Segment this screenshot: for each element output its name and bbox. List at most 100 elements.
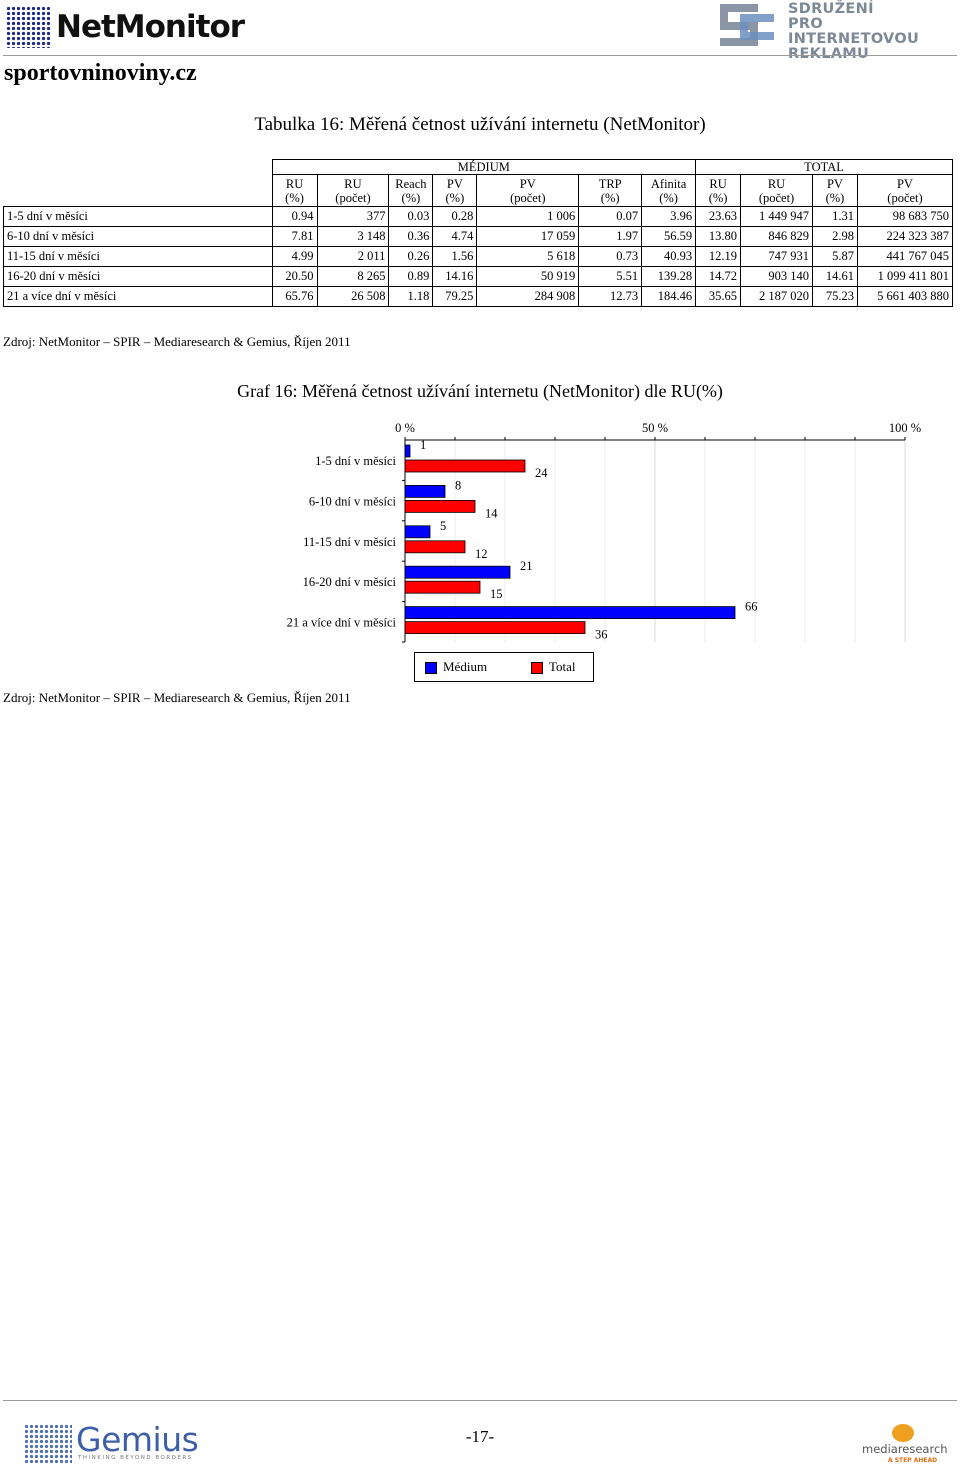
table-cell: 441 767 045 [856,246,954,267]
row-label: 6-10 dní v měsíci [3,226,273,247]
table-cell: 40.93 [641,246,697,267]
bar-total [404,459,526,473]
table-cell: 98 683 750 [856,206,954,227]
table-cell: 8 265 [316,266,390,287]
bar-total [404,540,466,554]
row-label: 11-15 dní v měsíci [3,246,273,267]
gemius-logo-icon [24,1424,72,1464]
table-cell: 5.51 [578,266,643,287]
column-header: RU (%) [695,174,742,207]
spir-logo: SDRUŽENÍ PRO INTERNETOVOU REKLAMU [718,2,958,62]
table-cell: 0.03 [388,206,434,227]
table-cell: 4.74 [432,226,478,247]
table-cell: 65.76 [271,286,318,307]
table-cell: 0.26 [388,246,434,267]
table-cell: 12.73 [578,286,643,307]
table-cell: 1.18 [388,286,434,307]
table-cell: 50 919 [476,266,580,287]
table-cell: 5.87 [812,246,858,267]
header-rule [3,55,957,56]
table-cell: 224 323 387 [856,226,954,247]
data-label: 21 [520,559,533,573]
footer-rule [3,1400,957,1401]
column-header: Reach (%) [388,174,434,207]
site-name: sportovninoviny.cz [4,60,197,86]
spir-logo-icon [720,4,774,46]
group-header-medium: MÉDIUM [271,159,697,175]
bar-medium [404,525,431,539]
bar-total [404,500,476,513]
table-cell: 846 829 [740,226,813,247]
table-cell: 377 [316,206,390,227]
x-tick-label: 50 % [642,421,668,435]
column-header: PV (počet) [856,174,954,207]
mediaresearch-tagline: A STEP AHEAD [888,1457,938,1464]
column-header: PV (%) [432,174,478,207]
table-cell: 0.36 [388,226,434,247]
table-cell: 14.16 [432,266,478,287]
table-row: 11-15 dní v měsíci 4.99 2 011 0.26 1.56 5 618… [3,246,954,267]
table-column-header-row: RU (%) RU (počet) Reach (%) PV (%) PV (počet)… [4,174,954,207]
data-label: 8 [455,478,461,492]
netmonitor-logo-text: NetMonitor [56,9,245,45]
bar-total [404,580,481,594]
x-tick-label: 0 % [395,421,415,435]
table-row: 6-10 dní v měsíci 7.81 3 148 0.36 4.74 17 059… [3,226,954,247]
column-header: RU (počet) [316,174,390,207]
table-cell: 1.56 [432,246,478,267]
legend-swatch-medium [425,662,437,674]
category-label: 11-15 dní v měsíci [303,535,396,549]
bar-total [404,621,586,635]
table-cell: 5 661 403 880 [856,286,954,307]
legend-label-total: Total [549,659,576,674]
spir-logo-text: SDRUŽENÍ PRO INTERNETOVOU REKLAMU [788,1,920,62]
table-cell: 2.98 [812,226,858,247]
category-label: 1-5 dní v měsíci [315,454,396,468]
gemius-logo: Gemius THINKING BEYOND BORDERS [24,1420,204,1466]
data-label: 66 [745,600,758,614]
table-cell: 0.94 [271,206,318,227]
table-cell: 4.99 [271,246,318,267]
table-cell: 139.28 [641,266,697,287]
table-cell: 12.19 [695,246,742,267]
group-header-total: TOTAL [695,159,953,175]
table-cell: 5 618 [476,246,580,267]
column-header: TRP (%) [578,174,643,207]
table-cell: 747 931 [740,246,813,267]
netmonitor-logo-icon [6,6,50,48]
column-header: PV (%) [812,174,858,207]
table-cell: 79.25 [432,286,478,307]
table-title: Tabulka 16: Měřená četnost užívání inter… [254,114,706,135]
bar-medium [404,606,736,620]
table-cell: 20.50 [271,266,318,287]
table-cell: 1.97 [578,226,643,247]
data-label: 1 [420,438,426,452]
table-cell: 0.28 [432,206,478,227]
chart-title: Graf 16: Měřená četnost užívání internet… [237,381,723,401]
column-header: PV (počet) [476,174,580,207]
table-row: 16-20 dní v měsíci 20.50 8 265 0.89 14.16 50 … [3,266,954,287]
data-label: 36 [595,628,608,642]
netmonitor-logo: NetMonitor [6,4,245,50]
row-label: 1-5 dní v měsíci [3,206,273,227]
table-cell: 1 099 411 801 [856,266,954,287]
table-cell: 1 449 947 [740,206,813,227]
data-label: 14 [485,506,498,520]
table-row: 21 a více dní v měsíci 65.76 26 508 1.18 79.… [3,286,954,307]
mediaresearch-logo-text: mediaresearch [862,1442,948,1456]
table-cell: 26 508 [316,286,390,307]
category-label: 21 a více dní v měsíci [287,616,397,630]
table-cell: 184.46 [641,286,697,307]
table-cell: 7.81 [271,226,318,247]
column-header: RU (počet) [740,174,813,207]
table-cell: 1 006 [476,206,580,227]
mediaresearch-logo-icon [892,1424,914,1442]
table-cell: 75.23 [812,286,858,307]
table-source: Zdroj: NetMonitor – SPIR – Mediaresearch… [3,334,351,349]
legend-label-medium: Médium [443,659,488,674]
table-cell: 14.61 [812,266,858,287]
data-label: 5 [440,519,446,533]
table-cell: 13.80 [695,226,742,247]
table-cell: 0.73 [578,246,643,267]
frequency-table: MÉDIUM TOTAL RU (%) RU (počet) Reach (%) PV… [3,159,954,307]
